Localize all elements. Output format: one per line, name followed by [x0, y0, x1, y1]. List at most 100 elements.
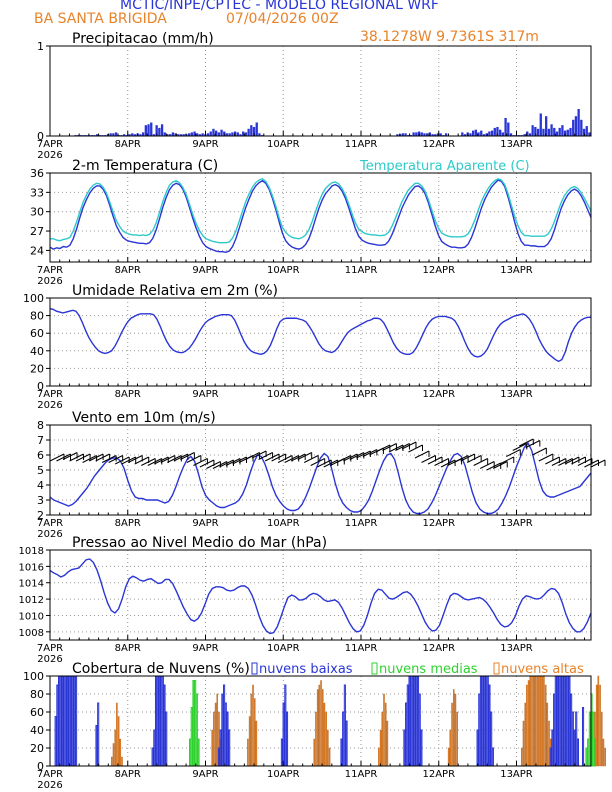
precip-bar [436, 133, 440, 136]
y-tick-label: 100 [23, 292, 44, 305]
precip-bar [561, 125, 564, 136]
wind-barb [297, 452, 312, 460]
wind-barb [388, 444, 404, 453]
precip-bar [215, 130, 218, 136]
cloud-bar-nuvens-baixas [491, 747, 494, 767]
wind-barb [264, 453, 280, 462]
precip-bar [531, 125, 534, 136]
precip-bar [539, 113, 542, 136]
cloud-bar-nuvens-baixas [280, 738, 283, 767]
cloud-bar-nuvens-baixas [403, 729, 406, 767]
cloud-bar-nuvens-altas [313, 738, 315, 767]
y-tick-label: 80 [30, 310, 44, 323]
x-tick-label: 10APR [267, 643, 300, 654]
cloud-bar-nuvens-altas [111, 756, 113, 767]
wind-barb [577, 458, 593, 466]
precip-bar [212, 128, 215, 136]
wind-barb [101, 455, 117, 463]
x-year-label: 2026 [37, 654, 62, 665]
y-tick-label: 3 [37, 494, 44, 507]
precip-bar [563, 130, 567, 136]
cloud-bar-nuvens-baixas [71, 675, 74, 767]
cloud-bar-nuvens-baixas [340, 738, 343, 767]
wind-barb [499, 456, 514, 465]
wind-barb [323, 459, 338, 468]
cloud-bar-nuvens-altas [322, 689, 324, 767]
cloud-bar-nuvens-altas [214, 702, 217, 767]
wind-barb [558, 458, 573, 466]
cloud-bar-nuvens-altas [116, 702, 118, 767]
precip-bar [171, 132, 175, 136]
cloud-bar-nuvens-altas [456, 711, 458, 767]
precip-bar [177, 134, 180, 136]
cloud-bar-nuvens-baixas [476, 729, 479, 767]
precip-bar [193, 131, 196, 136]
y-tick-label: 33 [30, 186, 44, 199]
wind-barb [193, 458, 208, 466]
x-tick-label: 11APR [345, 139, 378, 150]
x-year-label: 2026 [37, 150, 62, 161]
x-tick-label: 11APR [345, 769, 378, 780]
wind-barb [493, 461, 508, 469]
wind-barb [154, 456, 169, 465]
cloud-bar-nuvens-altas [532, 675, 535, 767]
cloud-bar-nuvens-altas [114, 729, 116, 767]
precip-bar [528, 133, 532, 136]
precip-bar [198, 134, 202, 136]
precip-bar [155, 125, 158, 136]
y-tick-label: 80 [30, 688, 44, 701]
cloud-bar-nuvens-medias [190, 707, 193, 767]
cloud-bar-nuvens-altas [378, 747, 380, 767]
cloud-bar-nuvens-altas [597, 675, 600, 767]
cloud-bar-nuvens-altas [538, 675, 540, 767]
cloud-bar-nuvens-baixas [556, 675, 559, 767]
wind-barb [277, 455, 293, 463]
cloud-bar-nuvens-baixas [568, 675, 571, 767]
y-tick-label: 2 [37, 509, 44, 522]
cloud-bar-nuvens-altas [381, 711, 384, 767]
wind-barb [147, 458, 162, 466]
wind-barb [356, 450, 371, 459]
cloud-bar-nuvens-medias [195, 693, 198, 767]
precip-bar [444, 133, 448, 136]
wind-barb [545, 456, 560, 465]
cloud-bar-nuvens-altas [386, 720, 389, 767]
cloud-bar-nuvens-baixas [478, 693, 481, 767]
wind-barb [303, 455, 319, 463]
precip-bar [509, 133, 513, 136]
precip-bar [150, 122, 153, 136]
precip-bar [574, 116, 578, 136]
x-tick-label: 7APR [37, 769, 63, 780]
x-tick-label: 12APR [422, 139, 455, 150]
precip-bar [542, 128, 545, 136]
precip-bar [147, 124, 150, 136]
series-line-pressure-0 [49, 558, 592, 635]
cloud-bar-nuvens-baixas [66, 675, 69, 767]
x-tick-label: 9APR [192, 389, 218, 400]
wind-barb [167, 455, 182, 463]
y-tick-label: 20 [30, 362, 44, 375]
wind-barb [251, 450, 267, 459]
precip-bar [585, 126, 588, 136]
precip-bar [239, 134, 242, 136]
y-tick-label: 7 [37, 434, 44, 447]
cloud-bar-nuvens-baixas [406, 684, 409, 767]
cloud-bar-nuvens-altas [453, 689, 455, 767]
cloud-bar-nuvens-baixas [581, 707, 585, 767]
cloud-bar-nuvens-medias [192, 680, 195, 767]
cloud-bar-nuvens-baixas [156, 675, 159, 767]
cloud-bar-nuvens-baixas [342, 711, 345, 767]
cloud-bar-nuvens-medias [197, 738, 200, 767]
cloud-bar-nuvens-altas [216, 693, 219, 767]
wind-barb [512, 443, 528, 451]
y-tick-label: 8 [37, 419, 44, 432]
y-tick-label: 1016 [19, 562, 44, 573]
precip-bar [174, 133, 177, 136]
cloud-bar-nuvens-altas [247, 738, 249, 767]
x-tick-label: 12APR [422, 769, 455, 780]
wind-barb [206, 461, 221, 469]
wind-barb [69, 453, 84, 462]
precip-bar [217, 132, 221, 136]
precip-bar [485, 133, 488, 136]
cloud-bar-nuvens-baixas [418, 693, 421, 767]
